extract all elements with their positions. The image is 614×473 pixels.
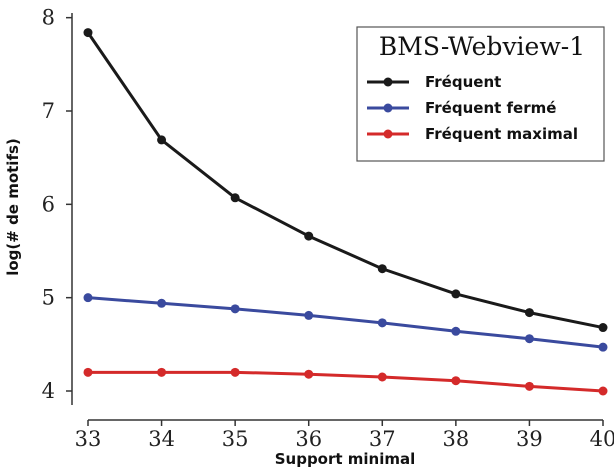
x-tick-label: 38 <box>442 427 469 451</box>
y-tick-label: 8 <box>42 6 55 30</box>
data-point <box>304 231 314 241</box>
y-tick-label: 6 <box>42 192 55 216</box>
data-point <box>451 289 461 299</box>
x-tick-label: 35 <box>222 427 249 451</box>
legend-swatch-marker <box>383 129 393 139</box>
data-point <box>83 367 93 377</box>
x-ticks: 33 34 35 36 37 38 39 40 <box>75 420 614 451</box>
legend-label: Fréquent <box>425 73 501 91</box>
x-tick-label: 39 <box>516 427 543 451</box>
data-point <box>524 381 534 391</box>
legend-items: Fréquent Fréquent fermé Fréquent maximal <box>367 73 578 143</box>
data-point <box>230 193 240 203</box>
data-point <box>598 342 608 352</box>
x-tick-label: 34 <box>148 427 175 451</box>
data-point <box>83 28 93 38</box>
series-line <box>88 370 604 393</box>
data-point <box>377 372 387 382</box>
data-point <box>157 135 167 145</box>
legend-title: BMS-Webview-1 <box>379 32 585 61</box>
data-point <box>451 326 461 336</box>
x-tick-label: 37 <box>369 427 396 451</box>
y-ticks: 4 5 6 7 8 <box>42 6 72 403</box>
legend-swatch-marker <box>383 103 393 113</box>
x-tick-label: 40 <box>590 427 614 451</box>
y-tick-label: 5 <box>42 286 55 310</box>
data-point <box>304 310 314 320</box>
data-point <box>304 369 314 379</box>
series-line <box>86 31 604 330</box>
series-layer <box>83 28 608 396</box>
legend-swatch-marker <box>383 77 393 87</box>
data-point <box>230 367 240 377</box>
data-point <box>157 298 167 308</box>
data-point <box>598 386 608 396</box>
x-tick-label: 36 <box>295 427 322 451</box>
y-tick-label: 7 <box>42 99 55 123</box>
data-point <box>524 308 534 318</box>
data-point <box>377 264 387 274</box>
y-tick-label: 4 <box>42 379 55 403</box>
y-axis-title: log(# de motifs) <box>4 138 22 276</box>
legend-box <box>356 26 605 162</box>
legend-label: Fréquent maximal <box>425 125 578 143</box>
x-tick-label: 33 <box>75 427 102 451</box>
legend-label: Fréquent fermé <box>425 99 556 117</box>
data-point <box>230 304 240 314</box>
data-point <box>598 323 608 333</box>
data-point <box>157 367 167 377</box>
plot-axes <box>71 13 603 421</box>
data-point <box>524 334 534 344</box>
x-axis-title: Support minimal <box>275 450 416 468</box>
series-line <box>87 296 604 349</box>
data-point <box>377 318 387 328</box>
data-point <box>451 376 461 386</box>
data-point <box>83 293 93 303</box>
